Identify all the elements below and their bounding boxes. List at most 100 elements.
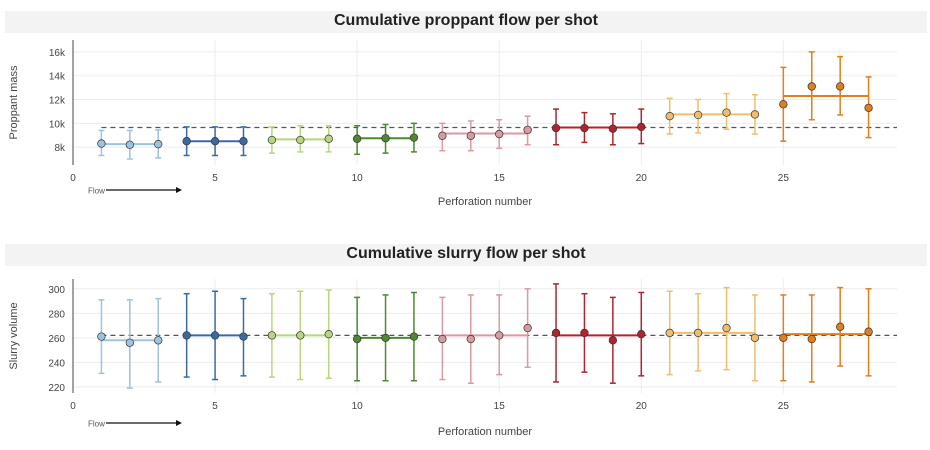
data-point bbox=[438, 131, 447, 140]
data-point bbox=[807, 82, 816, 91]
data-point bbox=[125, 140, 134, 149]
slurry-title-bar: Cumulative slurry flow per shot bbox=[5, 244, 927, 266]
data-point bbox=[580, 328, 589, 338]
data-point bbox=[239, 137, 248, 146]
data-point bbox=[352, 134, 362, 143]
shot-group-3 bbox=[267, 124, 333, 154]
shot-group-1 bbox=[97, 129, 163, 160]
shot-group-2 bbox=[182, 290, 248, 381]
data-point bbox=[182, 137, 191, 146]
flow-label: Flow bbox=[88, 420, 105, 429]
data-point bbox=[864, 327, 873, 336]
y-tick-label: 220 bbox=[48, 383, 65, 394]
data-point bbox=[324, 134, 333, 143]
data-point bbox=[210, 137, 220, 146]
data-point bbox=[722, 323, 731, 333]
data-point bbox=[466, 334, 475, 344]
shot-group-6 bbox=[551, 108, 646, 146]
data-point bbox=[665, 328, 674, 338]
proppant-panel: Cumulative proppant flow per shot 8k 10k 1… bbox=[5, 11, 927, 208]
data-point bbox=[154, 336, 163, 345]
y-tick-label: 240 bbox=[48, 358, 65, 369]
data-point bbox=[608, 336, 618, 345]
slurry-panel: Cumulative slurry flow per shot 220 240 26… bbox=[0, 225, 930, 450]
shot-group-8 bbox=[779, 51, 873, 142]
slurry-chart: 220 240 260 280 300 0 5 10 15 20 25 Perforation num… bbox=[8, 279, 897, 438]
data-point bbox=[154, 140, 163, 149]
data-point bbox=[580, 123, 589, 133]
x-tick-label: 20 bbox=[636, 173, 648, 184]
shot-group-4 bbox=[352, 122, 419, 156]
shot-group-5 bbox=[438, 115, 532, 152]
data-point bbox=[409, 332, 419, 341]
y-tick-label: 260 bbox=[48, 334, 65, 345]
data-point bbox=[296, 135, 305, 145]
x-tick-label: 15 bbox=[494, 401, 506, 412]
x-tick-label: 5 bbox=[212, 401, 218, 412]
y-tick-label: 300 bbox=[48, 285, 65, 296]
data-point bbox=[608, 124, 618, 133]
data-point bbox=[722, 108, 731, 117]
data-point bbox=[637, 122, 646, 132]
y-tick-label: 10k bbox=[49, 119, 66, 130]
data-point bbox=[836, 82, 845, 91]
data-point bbox=[324, 330, 333, 339]
y-tick-label: 14k bbox=[49, 72, 66, 83]
shot-group-7 bbox=[665, 92, 760, 135]
x-tick-label: 10 bbox=[352, 173, 364, 184]
shot-group-6 bbox=[551, 283, 646, 384]
shot-group-3 bbox=[267, 289, 333, 381]
data-point bbox=[296, 331, 305, 340]
proppant-title-bar: Cumulative proppant flow per shot bbox=[5, 11, 927, 33]
data-point bbox=[779, 100, 788, 109]
data-point bbox=[693, 110, 703, 120]
shot-group-7 bbox=[665, 286, 760, 382]
shot-group-1 bbox=[97, 297, 163, 389]
data-point bbox=[693, 328, 703, 338]
x-tick-label: 0 bbox=[70, 173, 76, 184]
y-axis-title: Slurry volume bbox=[8, 302, 20, 369]
data-point bbox=[97, 139, 106, 148]
proppant-chart-title: Cumulative proppant flow per shot bbox=[333, 12, 598, 29]
data-point bbox=[495, 129, 504, 139]
data-point bbox=[381, 333, 390, 342]
data-point bbox=[466, 131, 475, 140]
x-tick-label: 25 bbox=[778, 173, 790, 184]
data-point bbox=[836, 322, 845, 331]
flow-label: Flow bbox=[88, 187, 105, 196]
y-tick-label: 280 bbox=[48, 309, 65, 320]
data-point bbox=[239, 332, 248, 341]
y-tick-label: 8k bbox=[54, 143, 66, 154]
x-tick-label: 25 bbox=[778, 401, 790, 412]
flow-arrow-head bbox=[176, 420, 182, 426]
data-point bbox=[807, 334, 816, 344]
data-point bbox=[438, 334, 447, 344]
data-point bbox=[665, 112, 674, 121]
data-point bbox=[182, 331, 191, 340]
x-tick-label: 15 bbox=[494, 173, 506, 184]
data-point bbox=[750, 333, 760, 342]
data-point bbox=[409, 133, 419, 142]
data-point bbox=[523, 323, 532, 333]
x-tick-label: 10 bbox=[352, 401, 364, 412]
y-tick-label: 12k bbox=[49, 96, 66, 107]
proppant-chart: 8k 10k 12k 14k 16k 0 5 10 15 20 25 Perforation numb… bbox=[8, 40, 897, 208]
x-tick-label: 20 bbox=[636, 401, 648, 412]
x-axis-title: Perforation number bbox=[438, 426, 532, 438]
data-point bbox=[779, 333, 788, 342]
data-point bbox=[125, 338, 134, 347]
data-point bbox=[97, 332, 106, 341]
data-point bbox=[210, 331, 220, 340]
data-point bbox=[750, 110, 760, 119]
data-point bbox=[352, 334, 362, 344]
data-point bbox=[551, 123, 561, 133]
y-axis-title: Proppant mass bbox=[8, 65, 20, 139]
x-tick-label: 5 bbox=[212, 173, 218, 184]
data-point bbox=[637, 330, 646, 339]
data-point bbox=[523, 125, 532, 135]
data-point bbox=[495, 331, 504, 340]
data-point bbox=[381, 134, 390, 143]
flow-arrow-head bbox=[176, 187, 182, 193]
data-point bbox=[864, 103, 873, 113]
